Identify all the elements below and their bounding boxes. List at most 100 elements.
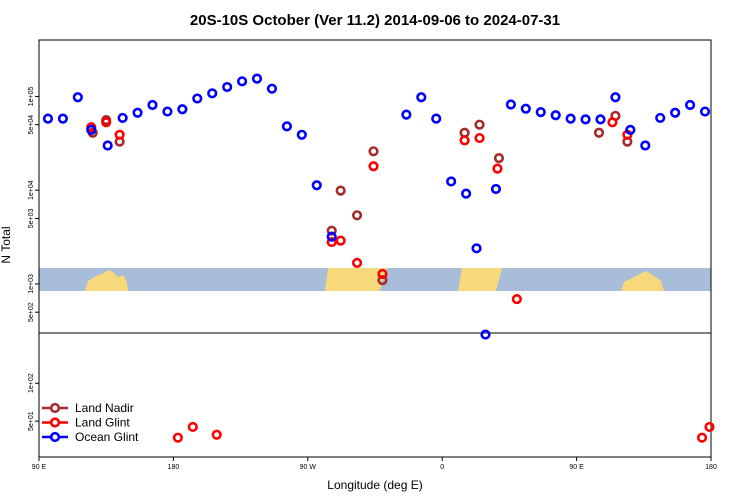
y-tick-label: 5e+03 <box>28 209 35 229</box>
data-point <box>471 243 482 254</box>
data-point <box>114 129 125 140</box>
x-tick-label: 90 E <box>32 464 47 471</box>
data-point <box>132 107 143 118</box>
y-axis: 1e+05 5e+04 1e+04 5e+03 1e+03 5e+02 1e+02 5e+01 <box>28 87 39 431</box>
data-point <box>593 127 605 138</box>
data-point <box>377 268 388 280</box>
x-axis-label: Longitude (deg E) <box>327 478 422 492</box>
data-point <box>266 83 278 94</box>
chart-title: 20S-10S October (Ver 11.2) 2014-09-06 to… <box>190 12 560 29</box>
x-axis: 90 E 180 90 W 0 90 E 180 <box>32 457 717 471</box>
legend-marker <box>49 417 61 428</box>
data-point <box>42 113 54 124</box>
data-point <box>326 225 337 236</box>
data-point <box>511 293 522 305</box>
data-point <box>640 140 651 151</box>
data-point <box>416 92 427 103</box>
x-tick-label: 90 W <box>300 464 317 471</box>
data-point <box>684 99 696 111</box>
data-point <box>474 132 485 144</box>
land-ocean-band <box>39 268 711 291</box>
data-point <box>431 113 442 124</box>
data-point <box>460 188 472 199</box>
land-mass <box>325 268 387 291</box>
data-point <box>625 124 636 135</box>
land-mass <box>85 270 128 291</box>
data-point <box>311 180 322 191</box>
data-point <box>351 257 363 268</box>
data-point <box>505 99 516 110</box>
data-point <box>72 92 83 103</box>
y-tick-label: 1e+04 <box>28 180 35 200</box>
data-point <box>377 274 388 286</box>
data-point <box>192 93 203 104</box>
data-point <box>490 183 502 195</box>
data-point <box>326 236 337 248</box>
data-points <box>42 73 715 443</box>
data-point <box>580 114 591 125</box>
legend-marker <box>49 402 61 414</box>
data-point <box>493 153 505 164</box>
data-point <box>117 112 128 124</box>
data-point <box>595 114 606 125</box>
x-tick-label: 180 <box>168 464 180 471</box>
data-point <box>281 121 292 132</box>
data-point <box>401 109 412 120</box>
x-tick-label: 180 <box>705 464 717 471</box>
data-point <box>670 107 681 118</box>
data-point <box>459 135 470 146</box>
data-point <box>251 73 263 84</box>
data-point <box>207 88 218 99</box>
legend-label: Ocean Glint <box>75 430 139 444</box>
data-point <box>86 124 97 135</box>
y-tick-label: 5e+02 <box>28 302 35 322</box>
y-tick-label: 1e+03 <box>28 274 35 294</box>
data-point <box>177 104 188 115</box>
data-point <box>102 140 113 151</box>
plot-area-lower <box>38 332 712 458</box>
data-point <box>550 110 561 121</box>
data-point <box>101 117 112 128</box>
x-tick-label: 90 E <box>569 464 584 471</box>
data-point <box>655 112 666 124</box>
legend-label: Land Nadir <box>75 401 134 415</box>
data-point <box>704 421 715 433</box>
y-axis-label: N Total <box>0 226 13 263</box>
data-point <box>474 119 485 130</box>
data-point <box>187 421 198 433</box>
land-mass <box>458 268 502 291</box>
data-point <box>335 235 346 246</box>
data-point <box>368 161 379 172</box>
x-tick-label: 0 <box>440 464 444 471</box>
land-mass <box>621 271 664 291</box>
data-point <box>172 432 183 443</box>
legend-label: Land Glint <box>75 416 130 430</box>
data-point <box>335 185 346 196</box>
data-point <box>492 163 503 174</box>
y-tick-label: 5e+04 <box>28 115 35 135</box>
data-point <box>520 103 531 114</box>
y-tick-label: 5e+01 <box>28 411 35 431</box>
data-point <box>326 231 337 242</box>
data-point <box>368 146 379 157</box>
data-point <box>351 210 363 221</box>
data-point <box>535 107 546 118</box>
data-point <box>211 429 222 440</box>
data-point <box>696 432 708 443</box>
data-point <box>296 129 307 140</box>
data-point <box>607 117 618 128</box>
data-point <box>446 176 457 187</box>
data-point <box>699 106 711 117</box>
data-point <box>610 92 621 103</box>
data-point <box>236 76 248 87</box>
data-point <box>147 99 158 111</box>
y-tick-label: 1e+05 <box>28 87 35 107</box>
data-point <box>57 113 68 124</box>
data-point <box>565 113 576 124</box>
data-point <box>222 81 233 93</box>
y-tick-label: 1e+02 <box>28 373 35 393</box>
data-point <box>162 106 173 117</box>
legend-marker <box>49 431 61 443</box>
